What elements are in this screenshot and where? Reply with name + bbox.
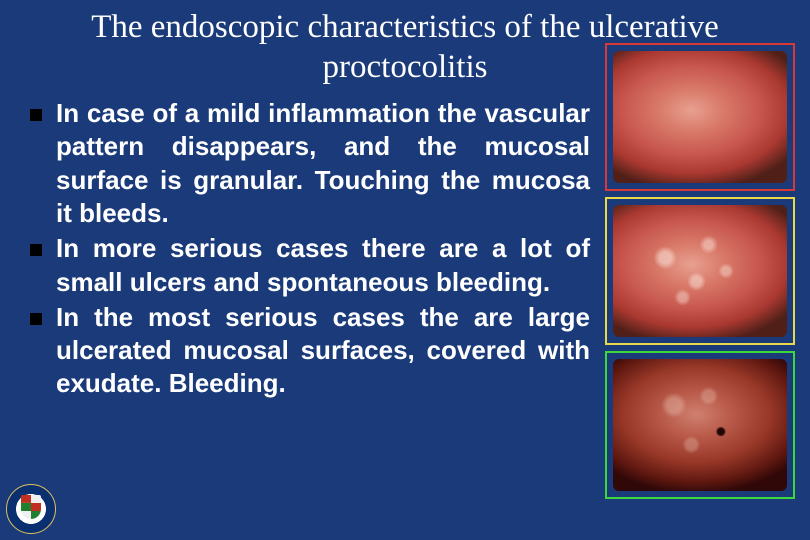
- bullet-item: In case of a mild inflammation the vascu…: [30, 97, 590, 230]
- bullet-text: In more serious cases there are a lot of…: [56, 232, 590, 299]
- endoscopy-image-moderate: [613, 205, 787, 337]
- endoscopy-image-mild: [613, 51, 787, 183]
- image-frame-mild: [605, 43, 795, 191]
- square-bullet-icon: [30, 313, 42, 325]
- image-column: [605, 43, 800, 499]
- content-area: In case of a mild inflammation the vascu…: [0, 97, 810, 499]
- bullet-item: In the most serious cases the are large …: [30, 301, 590, 401]
- square-bullet-icon: [30, 109, 42, 121]
- image-frame-moderate: [605, 197, 795, 345]
- logo-circle: [6, 484, 56, 534]
- square-bullet-icon: [30, 244, 42, 256]
- image-frame-severe: [605, 351, 795, 499]
- bullet-item: In more serious cases there are a lot of…: [30, 232, 590, 299]
- text-column: In case of a mild inflammation the vascu…: [30, 97, 605, 499]
- bullet-text: In the most serious cases the are large …: [56, 301, 590, 401]
- bullet-text: In case of a mild inflammation the vascu…: [56, 97, 590, 230]
- logo-shield-icon: [21, 495, 41, 519]
- institution-logo: [6, 484, 56, 534]
- endoscopy-image-severe: [613, 359, 787, 491]
